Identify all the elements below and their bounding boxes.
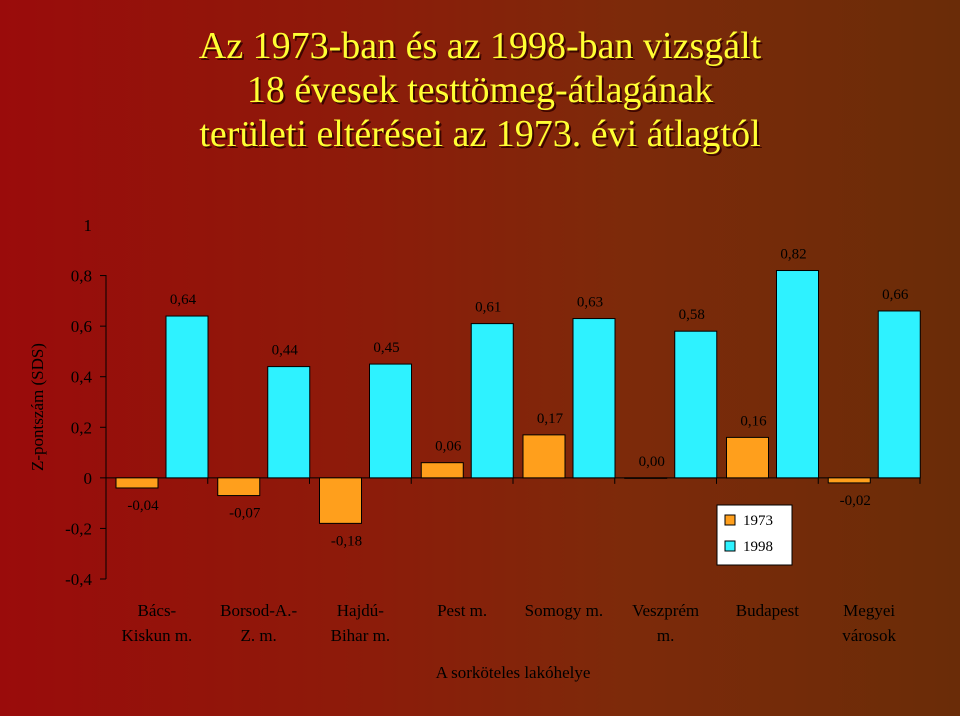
y-tick-label: -0,2 — [65, 519, 92, 538]
data-label-1998: 0,66 — [882, 287, 909, 303]
legend-label-1973: 1973 — [743, 513, 773, 529]
data-label-1973: -0,04 — [127, 498, 159, 514]
bar-1973 — [217, 477, 261, 497]
title-line-1: Az 1973-ban és az 1998-ban vizsgált — [198, 25, 762, 67]
x-tick-label: Borsod-A.- — [220, 601, 297, 620]
bar-1973 — [827, 477, 871, 484]
chart-title: Az 1973-ban és az 1998-ban vizsgált 18 é… — [0, 24, 960, 156]
y-tick-label: 1 — [84, 216, 93, 235]
data-label-1998: 0,63 — [577, 295, 603, 311]
y-tick-label: 0,2 — [71, 418, 92, 437]
x-tick-label: Somogy m. — [525, 601, 603, 620]
legend-swatch-1973 — [724, 514, 736, 526]
x-tick-label: Kiskun m. — [121, 626, 192, 645]
x-tick-label: Veszprém — [632, 601, 699, 620]
data-label-1973: -0,02 — [840, 493, 871, 509]
data-label-1998: 0,61 — [475, 300, 501, 316]
x-tick-label: városok — [842, 626, 896, 645]
y-axis-label: Z-pontszám (SDS) — [28, 343, 47, 471]
bar-1973 — [115, 477, 159, 489]
bar-1998 — [470, 323, 514, 479]
y-tick-label: 0,4 — [71, 368, 93, 387]
data-label-1998: 0,58 — [679, 307, 705, 323]
bar-1998 — [877, 310, 921, 479]
x-axis-label: A sorköteles lakóhelye — [436, 663, 591, 682]
bar-1998 — [369, 363, 412, 479]
legend-label-1998: 1998 — [743, 539, 773, 555]
bar-1973 — [522, 434, 566, 479]
legend-swatch-1998 — [724, 540, 736, 552]
bar-1973 — [420, 462, 464, 479]
data-label-1998: 0,64 — [170, 292, 197, 308]
bar-1973 — [319, 477, 362, 524]
y-tick-label: -0,4 — [65, 570, 92, 589]
bar-1998 — [776, 270, 819, 479]
y-tick-label: 0 — [84, 469, 93, 488]
bar-1998 — [572, 318, 616, 479]
data-label-1973: 0,06 — [435, 439, 462, 455]
bar-1998 — [165, 315, 209, 479]
data-label-1973: 0,17 — [537, 411, 564, 427]
x-tick-label: m. — [657, 626, 674, 645]
title-line-3: területi eltérései az 1973. évi átlagtól — [199, 113, 761, 155]
data-label-1973: -0,07 — [229, 506, 261, 522]
data-label-1998: 0,45 — [373, 340, 399, 356]
x-tick-label: Z. m. — [240, 626, 276, 645]
data-label-1998: 0,82 — [780, 247, 806, 263]
bar-1998 — [267, 366, 311, 479]
bar-1998 — [674, 330, 718, 479]
x-tick-label: Bács- — [138, 601, 177, 620]
data-label-1998: 0,44 — [272, 343, 299, 359]
data-label-1973: 0,00 — [639, 454, 665, 470]
data-label-1973: 0,16 — [740, 413, 767, 429]
bar-1973 — [726, 436, 769, 479]
x-tick-label: Megyei — [843, 601, 895, 620]
x-tick-label: Hajdú- — [337, 601, 385, 620]
y-tick-label: 0,6 — [71, 317, 92, 336]
x-tick-label: Pest m. — [437, 601, 487, 620]
x-tick-label: Bihar m. — [331, 626, 391, 645]
title-line-2: 18 évesek testtömeg-átlagának — [246, 69, 714, 111]
data-label-1973: -0,18 — [331, 533, 362, 549]
bar-1973 — [624, 477, 668, 479]
y-tick-label: 0,8 — [71, 267, 92, 286]
x-tick-label: Budapest — [736, 601, 800, 620]
